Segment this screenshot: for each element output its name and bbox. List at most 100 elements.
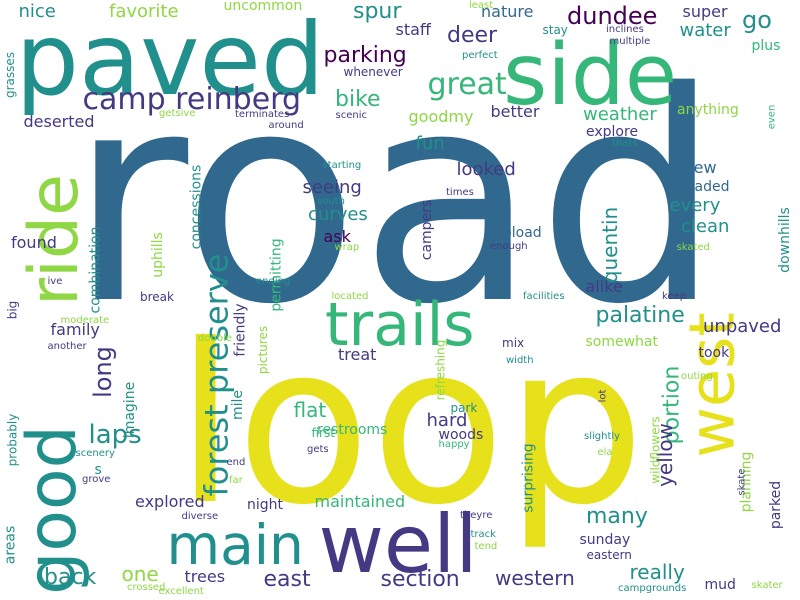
word: seeing	[302, 177, 362, 198]
word: deserted	[23, 112, 95, 131]
word: favorite	[109, 1, 179, 22]
word: break	[140, 290, 174, 304]
word: width	[506, 355, 534, 366]
word: spur	[353, 0, 402, 24]
word: double	[198, 333, 233, 344]
word: bike	[335, 87, 381, 112]
word: skate	[736, 468, 748, 496]
word: probably	[4, 413, 19, 467]
word: theyre	[460, 510, 493, 521]
word: far	[229, 475, 243, 486]
word: keep	[662, 291, 687, 302]
word: multiple	[609, 36, 651, 47]
word: whenever	[343, 65, 403, 79]
word: main	[166, 512, 304, 577]
word: times	[446, 187, 474, 198]
word: campgrounds	[618, 583, 687, 594]
word: found	[11, 233, 57, 252]
word: plus	[751, 38, 781, 54]
word: east	[263, 567, 311, 592]
word: wrap	[334, 242, 360, 253]
word: refreshing	[432, 339, 447, 401]
word: trees	[184, 567, 226, 586]
word: nature	[481, 2, 534, 21]
word: crossed	[127, 582, 166, 593]
word: better	[490, 102, 540, 121]
word: areas	[1, 525, 18, 565]
word: another	[47, 341, 87, 352]
word: somewhat	[585, 334, 659, 350]
word: side	[503, 25, 678, 125]
word: scenery	[75, 448, 115, 459]
word: deer	[447, 23, 498, 48]
word: pictures	[256, 325, 271, 375]
word: happy	[438, 439, 470, 450]
word: well	[318, 498, 478, 591]
word: staff	[395, 20, 431, 39]
word: wildflowers	[648, 416, 663, 484]
word: gets	[307, 444, 329, 455]
word: enough	[490, 241, 528, 252]
word: headed	[677, 179, 730, 195]
word: grove	[82, 474, 111, 485]
word: skated	[676, 242, 710, 253]
word: diverse	[181, 511, 219, 522]
word: parked	[768, 480, 785, 530]
word: many	[586, 504, 648, 529]
word: clean	[681, 216, 730, 237]
word: paved	[15, 1, 325, 118]
word: took	[698, 345, 730, 361]
word: dundee	[567, 2, 658, 30]
word: every	[669, 195, 721, 216]
word: quentin	[598, 206, 623, 284]
word: curves	[308, 204, 368, 225]
word: flat	[293, 398, 327, 422]
word: skater	[751, 580, 783, 591]
word: combination	[86, 226, 103, 314]
word: loop	[175, 297, 645, 553]
word: super	[682, 2, 728, 21]
word: around	[268, 120, 304, 131]
word: located	[331, 291, 369, 302]
word: family	[50, 320, 100, 339]
word: anything	[677, 102, 739, 118]
word: concessions	[187, 164, 204, 250]
word: maintained	[314, 492, 406, 511]
word: starting	[322, 160, 362, 171]
word: goodmy	[408, 107, 474, 126]
word: perfect	[462, 50, 498, 61]
word: new	[683, 158, 717, 177]
word: looked	[456, 159, 516, 180]
word: stay	[542, 23, 568, 37]
word: western	[495, 566, 575, 590]
word: hard	[426, 410, 468, 431]
word: water	[679, 20, 731, 41]
word: even	[765, 104, 777, 130]
word: nice	[18, 1, 56, 22]
word: getsive	[159, 108, 196, 119]
word: mud	[704, 577, 736, 593]
word: ive	[47, 276, 63, 287]
word: unpaved	[703, 316, 782, 337]
word: moderate	[60, 315, 110, 326]
word: ending	[256, 276, 291, 287]
word: weather	[583, 104, 657, 125]
word: scenic	[335, 110, 367, 121]
word: really	[629, 560, 685, 584]
word: friendly	[232, 303, 249, 357]
word: slightly	[584, 431, 621, 442]
word: alike	[585, 277, 623, 296]
word: palatine	[595, 303, 685, 328]
word: first	[311, 426, 335, 440]
word: inclines	[606, 24, 644, 35]
word: back	[44, 565, 97, 590]
word: upload	[494, 225, 542, 241]
word: big	[4, 300, 19, 320]
word: ela	[597, 447, 613, 458]
word: road	[69, 31, 722, 368]
word: trails	[325, 290, 475, 360]
word: outing	[681, 371, 713, 382]
word: long	[88, 346, 117, 398]
word: terminates	[235, 109, 290, 120]
